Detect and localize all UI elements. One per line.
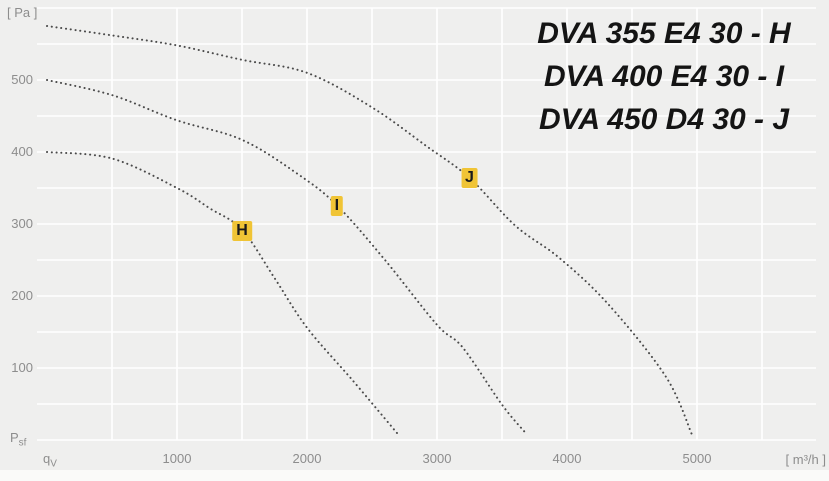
y-tick-500: 500 xyxy=(11,72,33,87)
x-tick-1000: 1000 xyxy=(162,451,192,466)
x-quantity-label: qV xyxy=(43,451,57,469)
y-axis-unit-label: [ Pa ] xyxy=(7,5,38,20)
series-badge-i: I xyxy=(330,196,344,216)
y-quantity-base: P xyxy=(10,430,19,445)
x-quantity-subscript: V xyxy=(50,458,57,470)
x-tick-2000: 2000 xyxy=(292,451,322,466)
legend-line-j: DVA 450 D4 30 - J xyxy=(538,103,790,136)
y-tick-100: 100 xyxy=(11,360,33,375)
x-tick-5000: 5000 xyxy=(682,451,712,466)
y-quantity-label: Psf xyxy=(10,430,26,448)
y-tick-400: 400 xyxy=(11,144,33,159)
y-tick-200: 200 xyxy=(11,288,33,303)
series-badge-j: J xyxy=(461,167,478,188)
series-badge-h: H xyxy=(232,221,252,242)
legend-line-i: DVA 400 E4 30 - I xyxy=(543,60,785,93)
x-axis-unit-label: [ m³/h ] xyxy=(785,452,826,467)
plot-area xyxy=(0,0,829,470)
x-quantity-base: q xyxy=(43,451,51,466)
x-tick-3000: 3000 xyxy=(422,451,452,466)
legend-title-block: DVA 355 E4 30 - H DVA 400 E4 30 - I DVA … xyxy=(498,12,829,141)
y-tick-300: 300 xyxy=(11,216,33,231)
x-tick-4000: 4000 xyxy=(552,451,582,466)
legend-line-h: DVA 355 E4 30 - H xyxy=(537,17,791,50)
y-quantity-subscript: sf xyxy=(18,437,27,449)
